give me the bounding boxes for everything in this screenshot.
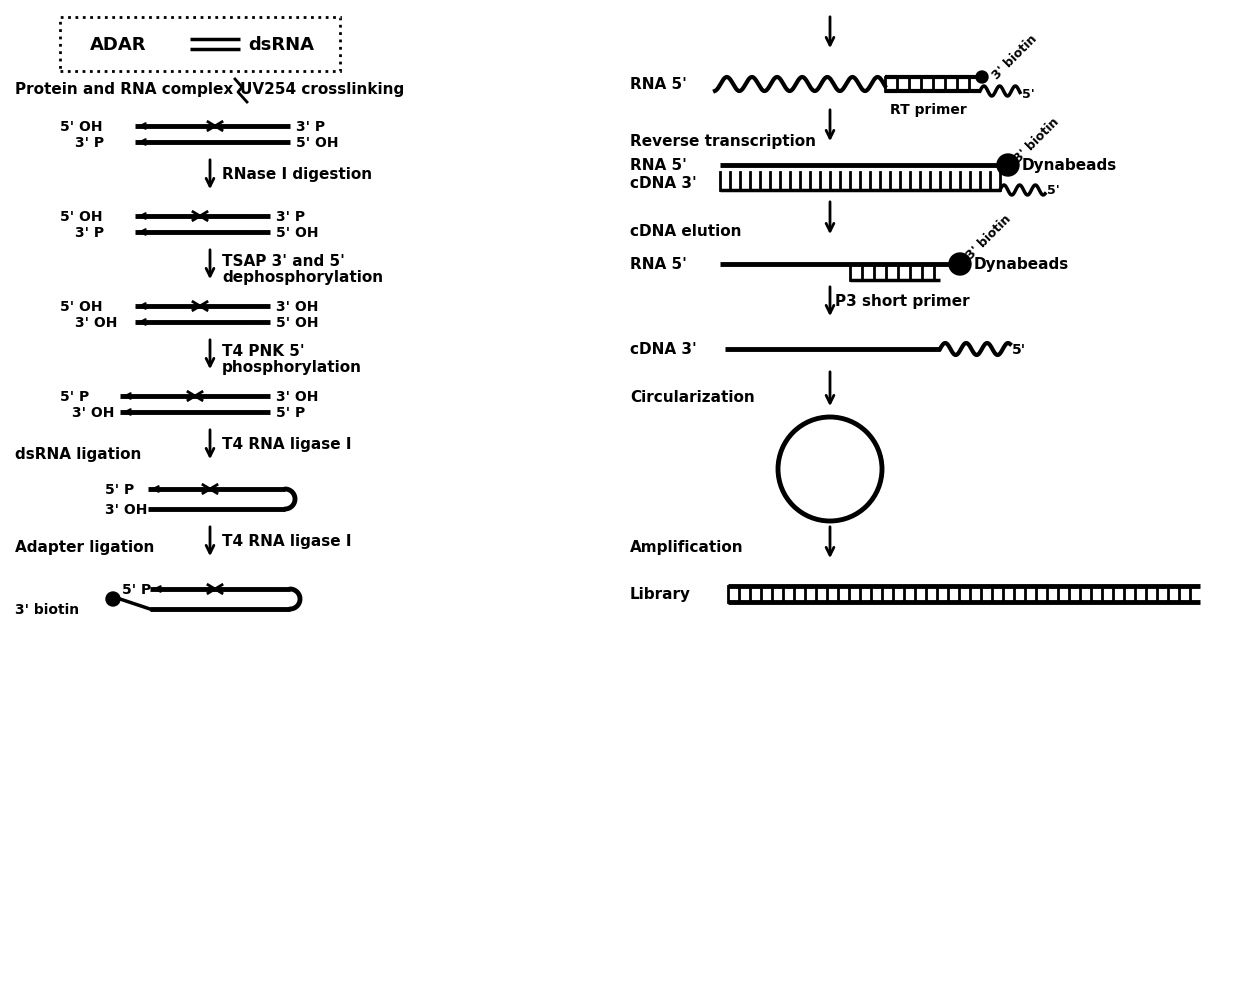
Text: 3' P: 3' P bbox=[74, 226, 104, 240]
Text: T4 RNA ligase I: T4 RNA ligase I bbox=[222, 534, 351, 549]
Text: 3' biotin: 3' biotin bbox=[1012, 115, 1061, 165]
Text: Adapter ligation: Adapter ligation bbox=[15, 540, 154, 555]
Text: ADAR: ADAR bbox=[91, 36, 146, 54]
Text: Amplification: Amplification bbox=[630, 540, 744, 555]
Text: Dynabeads: Dynabeads bbox=[1022, 158, 1117, 173]
Text: 3' P: 3' P bbox=[296, 120, 325, 134]
Circle shape bbox=[997, 155, 1019, 177]
Text: Library: Library bbox=[630, 586, 691, 602]
Text: 5': 5' bbox=[1047, 184, 1060, 197]
Text: 3' P: 3' P bbox=[74, 136, 104, 150]
Text: 3' OH: 3' OH bbox=[277, 300, 319, 314]
Circle shape bbox=[976, 72, 988, 83]
Text: 5' P: 5' P bbox=[60, 390, 89, 404]
Circle shape bbox=[777, 417, 882, 522]
Text: Dynabeads: Dynabeads bbox=[973, 257, 1069, 272]
Text: dsRNA ligation: dsRNA ligation bbox=[15, 447, 141, 462]
Text: RT primer: RT primer bbox=[890, 103, 967, 117]
Text: 5' OH: 5' OH bbox=[277, 316, 319, 330]
Text: P3 short primer: P3 short primer bbox=[835, 294, 970, 309]
Text: 5' OH: 5' OH bbox=[60, 210, 103, 224]
Text: dephosphorylation: dephosphorylation bbox=[222, 270, 383, 285]
Text: 5' OH: 5' OH bbox=[296, 136, 339, 150]
Circle shape bbox=[105, 592, 120, 606]
Text: 5' P: 5' P bbox=[122, 582, 151, 596]
Text: TSAP 3' and 5': TSAP 3' and 5' bbox=[222, 254, 345, 269]
Text: 5' OH: 5' OH bbox=[60, 120, 103, 134]
Text: cDNA 3': cDNA 3' bbox=[630, 176, 697, 191]
Text: 5' P: 5' P bbox=[105, 482, 134, 496]
Text: cDNA elution: cDNA elution bbox=[630, 225, 742, 240]
Text: Reverse transcription: Reverse transcription bbox=[630, 134, 816, 149]
Circle shape bbox=[949, 253, 971, 275]
Text: RNA 5': RNA 5' bbox=[630, 158, 687, 173]
Text: 3' biotin: 3' biotin bbox=[990, 32, 1040, 82]
Text: 5' OH: 5' OH bbox=[277, 226, 319, 240]
Text: 3' OH: 3' OH bbox=[74, 316, 118, 330]
Text: 3' OH: 3' OH bbox=[277, 390, 319, 404]
Text: RNA 5': RNA 5' bbox=[630, 257, 687, 272]
Text: 5': 5' bbox=[1012, 343, 1027, 357]
Text: 5' OH: 5' OH bbox=[60, 300, 103, 314]
Text: Protein and RNA complex: Protein and RNA complex bbox=[15, 83, 233, 97]
Text: RNase I digestion: RNase I digestion bbox=[222, 167, 372, 182]
Text: T4 RNA ligase I: T4 RNA ligase I bbox=[222, 437, 351, 452]
Bar bbox=[60, 18, 340, 72]
Text: RNA 5': RNA 5' bbox=[630, 78, 687, 92]
Text: 3' OH: 3' OH bbox=[72, 406, 114, 419]
Text: 5' P: 5' P bbox=[277, 406, 305, 419]
Text: phosphorylation: phosphorylation bbox=[222, 360, 362, 375]
Text: 3' biotin: 3' biotin bbox=[963, 212, 1014, 261]
Text: 3' biotin: 3' biotin bbox=[15, 602, 79, 616]
Text: Circularization: Circularization bbox=[630, 390, 755, 406]
Text: 5': 5' bbox=[1022, 88, 1034, 101]
Text: UV254 crosslinking: UV254 crosslinking bbox=[241, 83, 404, 97]
Text: 3' P: 3' P bbox=[277, 210, 305, 224]
Text: dsRNA: dsRNA bbox=[248, 36, 314, 54]
Text: T4 PNK 5': T4 PNK 5' bbox=[222, 344, 305, 359]
Text: 3' OH: 3' OH bbox=[105, 503, 148, 517]
Text: cDNA 3': cDNA 3' bbox=[630, 342, 697, 357]
